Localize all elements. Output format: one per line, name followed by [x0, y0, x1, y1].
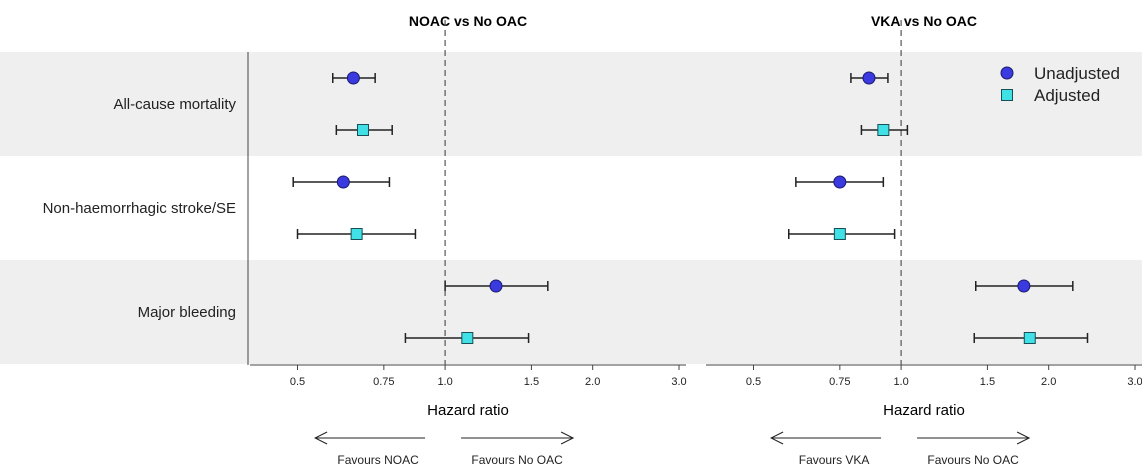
x-axis-title: Hazard ratio — [427, 402, 509, 419]
point-marker — [356, 124, 369, 136]
favours-left-arrowhead — [769, 431, 784, 445]
point-marker — [862, 71, 876, 85]
favours-left-arrowhead — [313, 431, 328, 445]
estimate-unadjusted — [444, 279, 549, 293]
estimate-adjusted — [404, 332, 530, 344]
x-tick-label: 1.0 — [893, 376, 908, 388]
row-band — [0, 260, 1142, 364]
point-marker — [350, 228, 363, 240]
favours-left-label: Favours NOAC — [337, 453, 419, 467]
point-marker — [489, 279, 503, 293]
point-marker — [461, 332, 474, 344]
estimate-adjusted — [788, 228, 896, 240]
x-tick-label: 2.0 — [1041, 376, 1056, 388]
estimate-unadjusted — [292, 175, 391, 189]
favours-right-arrowhead — [560, 431, 575, 445]
point-marker — [877, 124, 890, 136]
favours-right-arrowhead — [1016, 431, 1031, 445]
legend-label: Unadjusted — [1034, 64, 1120, 83]
point-marker — [336, 175, 350, 189]
legend-marker — [1001, 89, 1013, 101]
outcome-label: Non-haemorrhagic stroke/SE — [43, 200, 236, 217]
panel-title: VKA vs No OAC — [871, 13, 977, 29]
point-marker — [833, 228, 846, 240]
point-marker — [1023, 332, 1036, 344]
point-marker — [833, 175, 847, 189]
estimate-adjusted — [973, 332, 1089, 344]
x-tick-label: 1.0 — [437, 376, 452, 388]
x-tick-label: 3.0 — [1127, 376, 1142, 388]
estimate-unadjusted — [975, 279, 1074, 293]
x-tick-label: 0.5 — [746, 376, 761, 388]
estimate-adjusted — [335, 124, 393, 136]
estimate-adjusted — [296, 228, 417, 240]
x-axis-title: Hazard ratio — [883, 402, 965, 419]
outcome-label: All-cause mortality — [113, 96, 236, 113]
x-tick-label: 3.0 — [671, 376, 686, 388]
favours-left-label: Favours VKA — [799, 453, 870, 467]
point-marker — [1017, 279, 1031, 293]
panel-title: NOAC vs No OAC — [409, 13, 527, 29]
legend-marker — [1000, 66, 1014, 80]
x-tick-label: 0.75 — [829, 376, 850, 388]
x-tick-label: 1.5 — [980, 376, 995, 388]
estimate-adjusted — [860, 124, 909, 136]
x-tick-label: 0.5 — [290, 376, 305, 388]
estimate-unadjusted — [850, 71, 889, 85]
favours-right-label: Favours No OAC — [927, 453, 1019, 467]
x-tick-label: 1.5 — [524, 376, 539, 388]
estimate-unadjusted — [795, 175, 885, 189]
outcome-label: Major bleeding — [138, 304, 236, 321]
x-tick-label: 2.0 — [585, 376, 600, 388]
row-band — [0, 52, 1142, 156]
x-tick-label: 0.75 — [373, 376, 394, 388]
point-marker — [346, 71, 360, 85]
legend-label: Adjusted — [1034, 86, 1100, 105]
favours-right-label: Favours No OAC — [471, 453, 563, 467]
estimate-unadjusted — [332, 71, 376, 85]
